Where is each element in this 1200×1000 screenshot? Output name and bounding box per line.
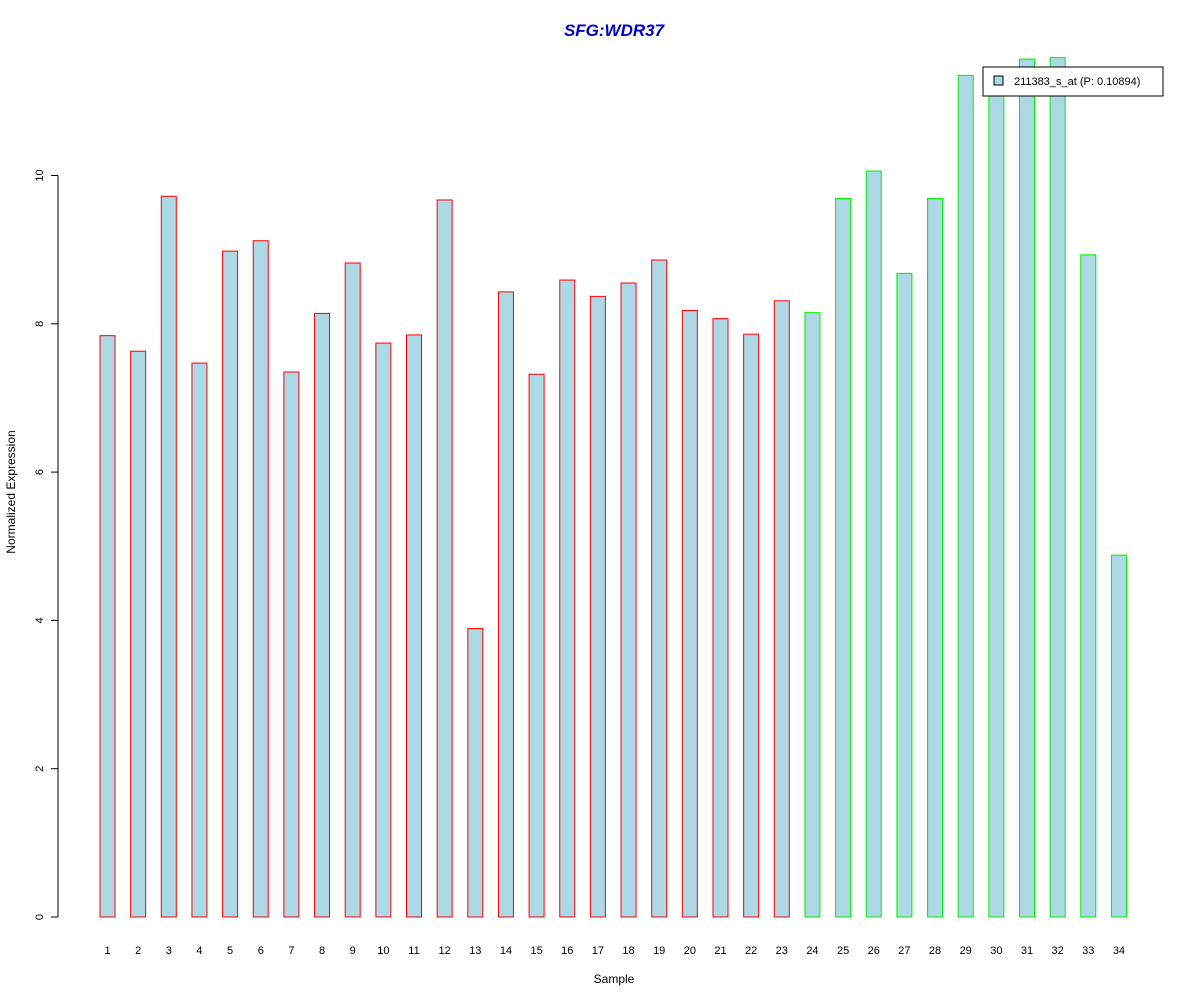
y-axis-label: Normalized Expression [4, 430, 18, 553]
x-tick-label: 29 [960, 945, 972, 957]
x-tick-label: 27 [898, 945, 910, 957]
x-tick-label: 10 [377, 945, 389, 957]
x-tick-label: 32 [1052, 945, 1064, 957]
bar [773, 300, 790, 918]
x-axis-label: Sample [594, 972, 635, 986]
x-tick-label: 12 [439, 945, 451, 957]
bar [1110, 554, 1127, 918]
bar [222, 250, 239, 918]
x-tick-label: 16 [561, 945, 573, 957]
bar [314, 312, 331, 918]
bar [130, 350, 147, 918]
bar [927, 197, 944, 918]
bar [988, 87, 1005, 918]
bar [804, 312, 821, 918]
bar [375, 342, 392, 918]
x-axis-tick-labels: 1 2 3 4 5 6 7 8 9 10 11 12 13 14 15 16 17 18 19 20 21 22 23 24 2… [104, 945, 1125, 957]
x-tick-label: 14 [500, 945, 512, 957]
bar [957, 74, 974, 918]
y-tick-label: 10 [34, 169, 46, 181]
bar [1080, 254, 1097, 918]
x-tick-label: 4 [196, 945, 202, 957]
x-tick-label: 3 [166, 945, 172, 957]
bar [1019, 58, 1035, 918]
x-tick-label: 18 [622, 945, 634, 957]
bar [651, 259, 668, 918]
x-tick-label: 8 [319, 945, 325, 957]
bar [865, 170, 882, 918]
bar [436, 199, 453, 918]
y-tick-label: 8 [34, 321, 46, 327]
bar [406, 334, 422, 918]
bar [283, 371, 300, 918]
x-tick-label: 20 [684, 945, 696, 957]
x-tick-label: 31 [1021, 945, 1033, 957]
x-tick-label: 28 [929, 945, 941, 957]
x-tick-label: 23 [776, 945, 788, 957]
legend: 211383_s_at (P: 0.10894) [982, 66, 1164, 97]
x-tick-label: 2 [135, 945, 141, 957]
bar [743, 333, 760, 918]
bars [99, 57, 1127, 918]
bar [712, 318, 729, 918]
legend-box [982, 66, 1164, 97]
x-tick-label: 6 [258, 945, 264, 957]
x-tick-label: 19 [653, 945, 665, 957]
x-tick-label: 21 [714, 945, 726, 957]
x-tick-label: 25 [837, 945, 849, 957]
bar [681, 309, 698, 918]
x-tick-label: 7 [288, 945, 294, 957]
y-tick-label: 0 [34, 914, 46, 920]
bar [896, 272, 913, 918]
x-tick-label: 33 [1082, 945, 1094, 957]
y-axis: 0 2 4 6 8 10 [34, 169, 59, 920]
y-tick-label: 2 [34, 766, 46, 772]
x-tick-label: 9 [350, 945, 356, 957]
x-tick-label: 11 [408, 945, 419, 957]
x-tick-label: 5 [227, 945, 233, 957]
bar [497, 291, 514, 918]
bar [835, 197, 852, 918]
bar [589, 295, 606, 918]
x-tick-label: 34 [1113, 945, 1125, 957]
bar [620, 282, 637, 918]
x-tick-label: 1 [104, 945, 110, 957]
bar [191, 362, 208, 918]
bar [1049, 57, 1066, 918]
x-tick-label: 17 [592, 945, 604, 957]
y-tick-label: 6 [34, 469, 46, 475]
bar [160, 195, 177, 918]
x-tick-label: 15 [530, 945, 542, 957]
legend-swatch [993, 75, 1004, 86]
legend-label: 211383_s_at (P: 0.10894) [1014, 76, 1140, 88]
x-tick-label: 26 [868, 945, 880, 957]
bar [99, 335, 116, 918]
x-tick-label: 13 [469, 945, 481, 957]
x-tick-label: 24 [806, 945, 818, 957]
bar [467, 628, 484, 918]
y-tick-label: 4 [34, 617, 46, 623]
x-tick-label: 22 [745, 945, 757, 957]
bar [559, 279, 576, 918]
chart-title: SFG:WDR37 [564, 21, 666, 40]
bar [252, 240, 269, 918]
bar [528, 373, 545, 918]
x-tick-label: 30 [990, 945, 1002, 957]
bar [344, 262, 361, 918]
